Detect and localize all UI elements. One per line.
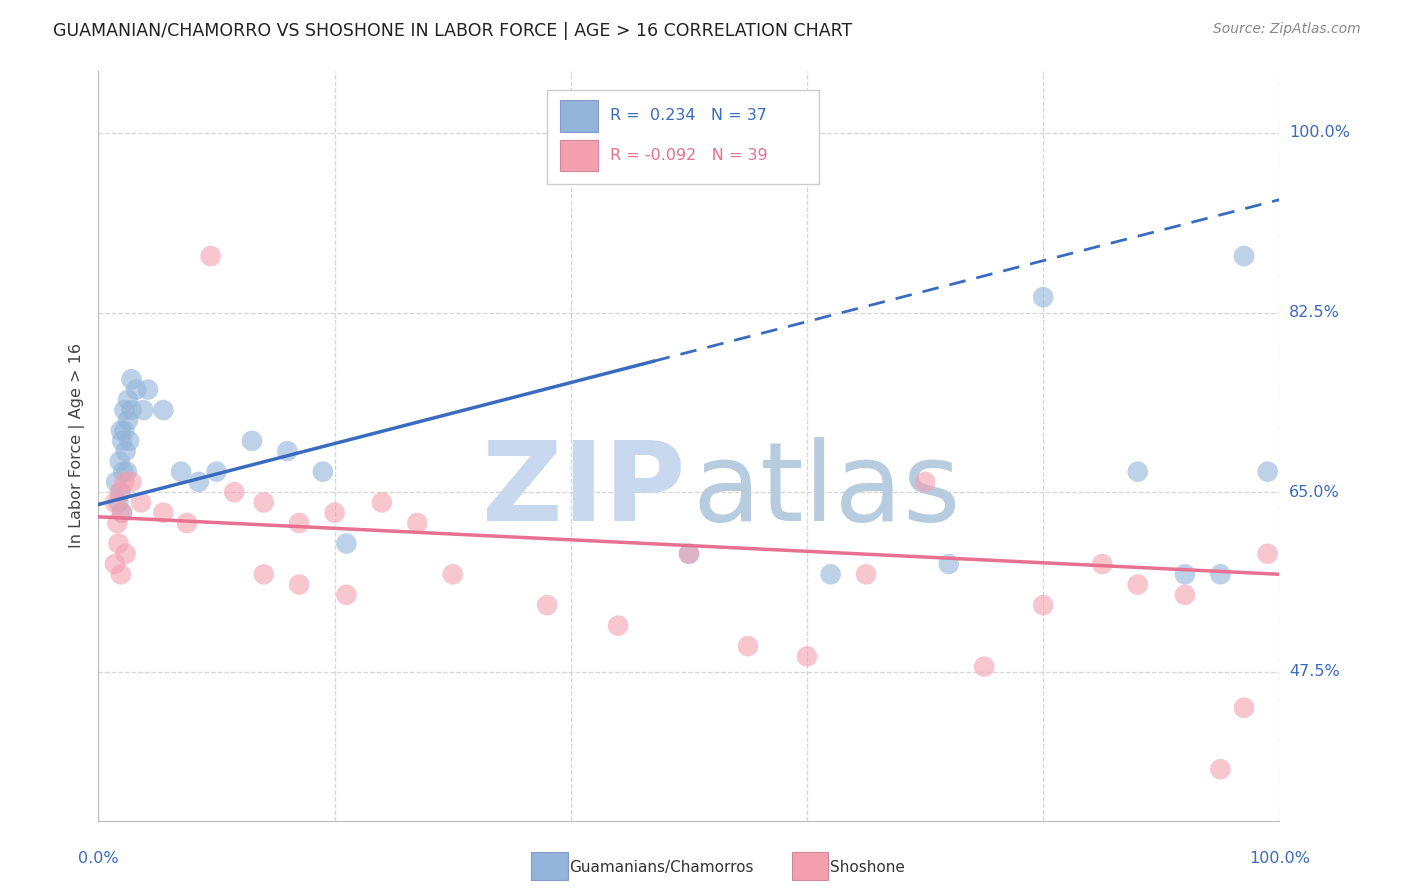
- Point: [678, 547, 700, 561]
- Point: [114, 547, 136, 561]
- Text: Shoshone: Shoshone: [830, 860, 904, 874]
- Point: [1257, 465, 1279, 479]
- Point: [112, 475, 135, 489]
- Point: [820, 567, 842, 582]
- Point: [1126, 577, 1149, 591]
- Point: [117, 413, 139, 427]
- Point: [536, 598, 558, 612]
- Point: [200, 249, 222, 263]
- Point: [111, 506, 134, 520]
- Point: [136, 383, 159, 397]
- Point: [678, 547, 700, 561]
- Point: [110, 567, 132, 582]
- Point: [110, 424, 132, 438]
- Point: [1174, 588, 1197, 602]
- Point: [112, 424, 135, 438]
- Point: [121, 372, 143, 386]
- Point: [108, 485, 131, 500]
- Text: R =  0.234   N = 37: R = 0.234 N = 37: [610, 108, 766, 123]
- Point: [240, 434, 263, 448]
- Point: [335, 536, 357, 550]
- Text: 47.5%: 47.5%: [1289, 665, 1340, 680]
- Text: GUAMANIAN/CHAMORRO VS SHOSHONE IN LABOR FORCE | AGE > 16 CORRELATION CHART: GUAMANIAN/CHAMORRO VS SHOSHONE IN LABOR …: [53, 22, 852, 40]
- Point: [253, 495, 276, 509]
- Text: Source: ZipAtlas.com: Source: ZipAtlas.com: [1213, 22, 1361, 37]
- Point: [117, 392, 139, 407]
- Text: 100.0%: 100.0%: [1249, 851, 1310, 866]
- Point: [1209, 567, 1232, 582]
- Point: [1257, 547, 1279, 561]
- Point: [1032, 290, 1054, 304]
- Point: [1032, 598, 1054, 612]
- Point: [112, 403, 135, 417]
- Point: [312, 465, 335, 479]
- Point: [855, 567, 877, 582]
- Point: [1209, 762, 1232, 776]
- Point: [112, 465, 135, 479]
- Point: [938, 557, 960, 571]
- Point: [1233, 249, 1256, 263]
- Point: [323, 506, 346, 520]
- Point: [121, 475, 143, 489]
- FancyBboxPatch shape: [547, 90, 818, 184]
- Text: 82.5%: 82.5%: [1289, 305, 1340, 320]
- Point: [737, 639, 759, 653]
- Point: [607, 618, 630, 632]
- Point: [176, 516, 198, 530]
- Point: [132, 403, 155, 417]
- Point: [1233, 700, 1256, 714]
- Point: [114, 444, 136, 458]
- Point: [796, 649, 818, 664]
- Point: [288, 577, 311, 591]
- FancyBboxPatch shape: [560, 140, 598, 171]
- Point: [105, 475, 128, 489]
- Point: [1174, 567, 1197, 582]
- Point: [118, 434, 141, 448]
- Point: [107, 536, 129, 550]
- FancyBboxPatch shape: [560, 100, 598, 131]
- Point: [441, 567, 464, 582]
- Y-axis label: In Labor Force | Age > 16: In Labor Force | Age > 16: [69, 343, 84, 549]
- Text: 65.0%: 65.0%: [1289, 484, 1340, 500]
- Point: [121, 403, 143, 417]
- Text: 0.0%: 0.0%: [79, 851, 118, 866]
- Point: [170, 465, 193, 479]
- Point: [253, 567, 276, 582]
- Point: [973, 659, 995, 673]
- Text: Guamanians/Chamorros: Guamanians/Chamorros: [569, 860, 754, 874]
- Point: [115, 465, 138, 479]
- Point: [335, 588, 357, 602]
- Point: [110, 485, 132, 500]
- Point: [288, 516, 311, 530]
- Point: [104, 557, 127, 571]
- Point: [1126, 465, 1149, 479]
- Point: [406, 516, 429, 530]
- Point: [187, 475, 209, 489]
- Text: 100.0%: 100.0%: [1289, 126, 1350, 140]
- Point: [111, 506, 134, 520]
- Point: [205, 465, 228, 479]
- Point: [152, 403, 174, 417]
- Point: [104, 495, 127, 509]
- Point: [224, 485, 246, 500]
- Point: [125, 383, 148, 397]
- Text: ZIP: ZIP: [482, 437, 685, 544]
- Point: [111, 434, 134, 448]
- Text: atlas: atlas: [693, 437, 960, 544]
- Point: [107, 495, 129, 509]
- Point: [276, 444, 298, 458]
- Point: [914, 475, 936, 489]
- Point: [108, 454, 131, 468]
- Point: [371, 495, 394, 509]
- Point: [152, 506, 174, 520]
- Text: R = -0.092   N = 39: R = -0.092 N = 39: [610, 148, 768, 163]
- Point: [1091, 557, 1114, 571]
- Point: [129, 495, 152, 509]
- Point: [105, 516, 128, 530]
